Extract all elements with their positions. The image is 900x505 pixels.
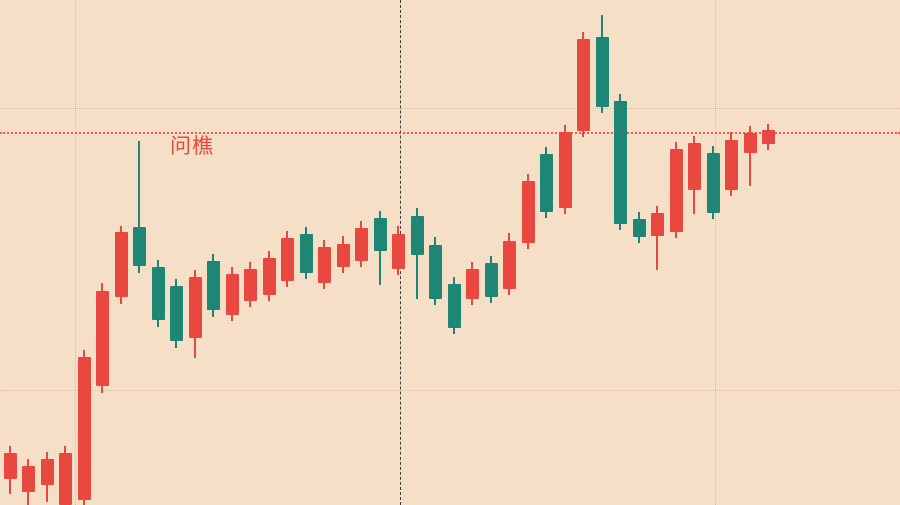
candle-body	[318, 247, 331, 283]
candle-body	[744, 133, 757, 153]
candle-body	[207, 261, 220, 310]
grid-line-vertical	[715, 0, 716, 505]
candle-body	[762, 130, 775, 144]
candle-body	[651, 213, 664, 236]
candle-body	[633, 219, 646, 237]
candle-wick	[138, 141, 140, 273]
candle-body	[4, 453, 17, 479]
candle-body	[670, 149, 683, 232]
candle-body	[411, 216, 424, 255]
candle-body	[115, 232, 128, 297]
candle-body	[133, 227, 146, 266]
candle-body	[244, 269, 257, 301]
candle-body	[392, 234, 405, 269]
annotation-price-line[interactable]	[0, 132, 900, 134]
grid-line-horizontal	[0, 108, 900, 109]
candle-body	[429, 245, 442, 299]
candle-body	[22, 466, 35, 492]
candle-body	[448, 284, 461, 328]
candle-body	[96, 291, 109, 386]
candle-body	[485, 263, 498, 297]
annotation-label[interactable]: 问樵	[170, 135, 214, 158]
candle-body	[152, 267, 165, 320]
candle-body	[263, 258, 276, 295]
candle-wick	[749, 126, 751, 186]
candle-body	[226, 274, 239, 315]
candle-body	[559, 132, 572, 208]
candle-body	[170, 286, 183, 341]
candle-body	[337, 244, 350, 267]
candle-wick	[656, 206, 658, 270]
candle-body	[503, 241, 516, 289]
grid-line-horizontal	[0, 390, 900, 391]
candle-body	[522, 181, 535, 243]
candle-body	[688, 143, 701, 190]
candle-body	[281, 238, 294, 281]
candle-body	[41, 459, 54, 485]
candle-body	[355, 228, 368, 261]
candle-body	[466, 269, 479, 299]
candle-body	[577, 39, 590, 131]
candle-body	[300, 234, 313, 273]
candle-body	[189, 277, 202, 338]
candle-body	[707, 153, 720, 213]
grid-line-vertical	[75, 0, 76, 505]
candle-body	[596, 37, 609, 107]
candle-body	[614, 101, 627, 224]
candle-body	[374, 218, 387, 251]
candle-body	[59, 453, 72, 505]
candle-body	[725, 140, 738, 190]
candle-body	[540, 154, 553, 212]
candle-body	[78, 357, 91, 500]
